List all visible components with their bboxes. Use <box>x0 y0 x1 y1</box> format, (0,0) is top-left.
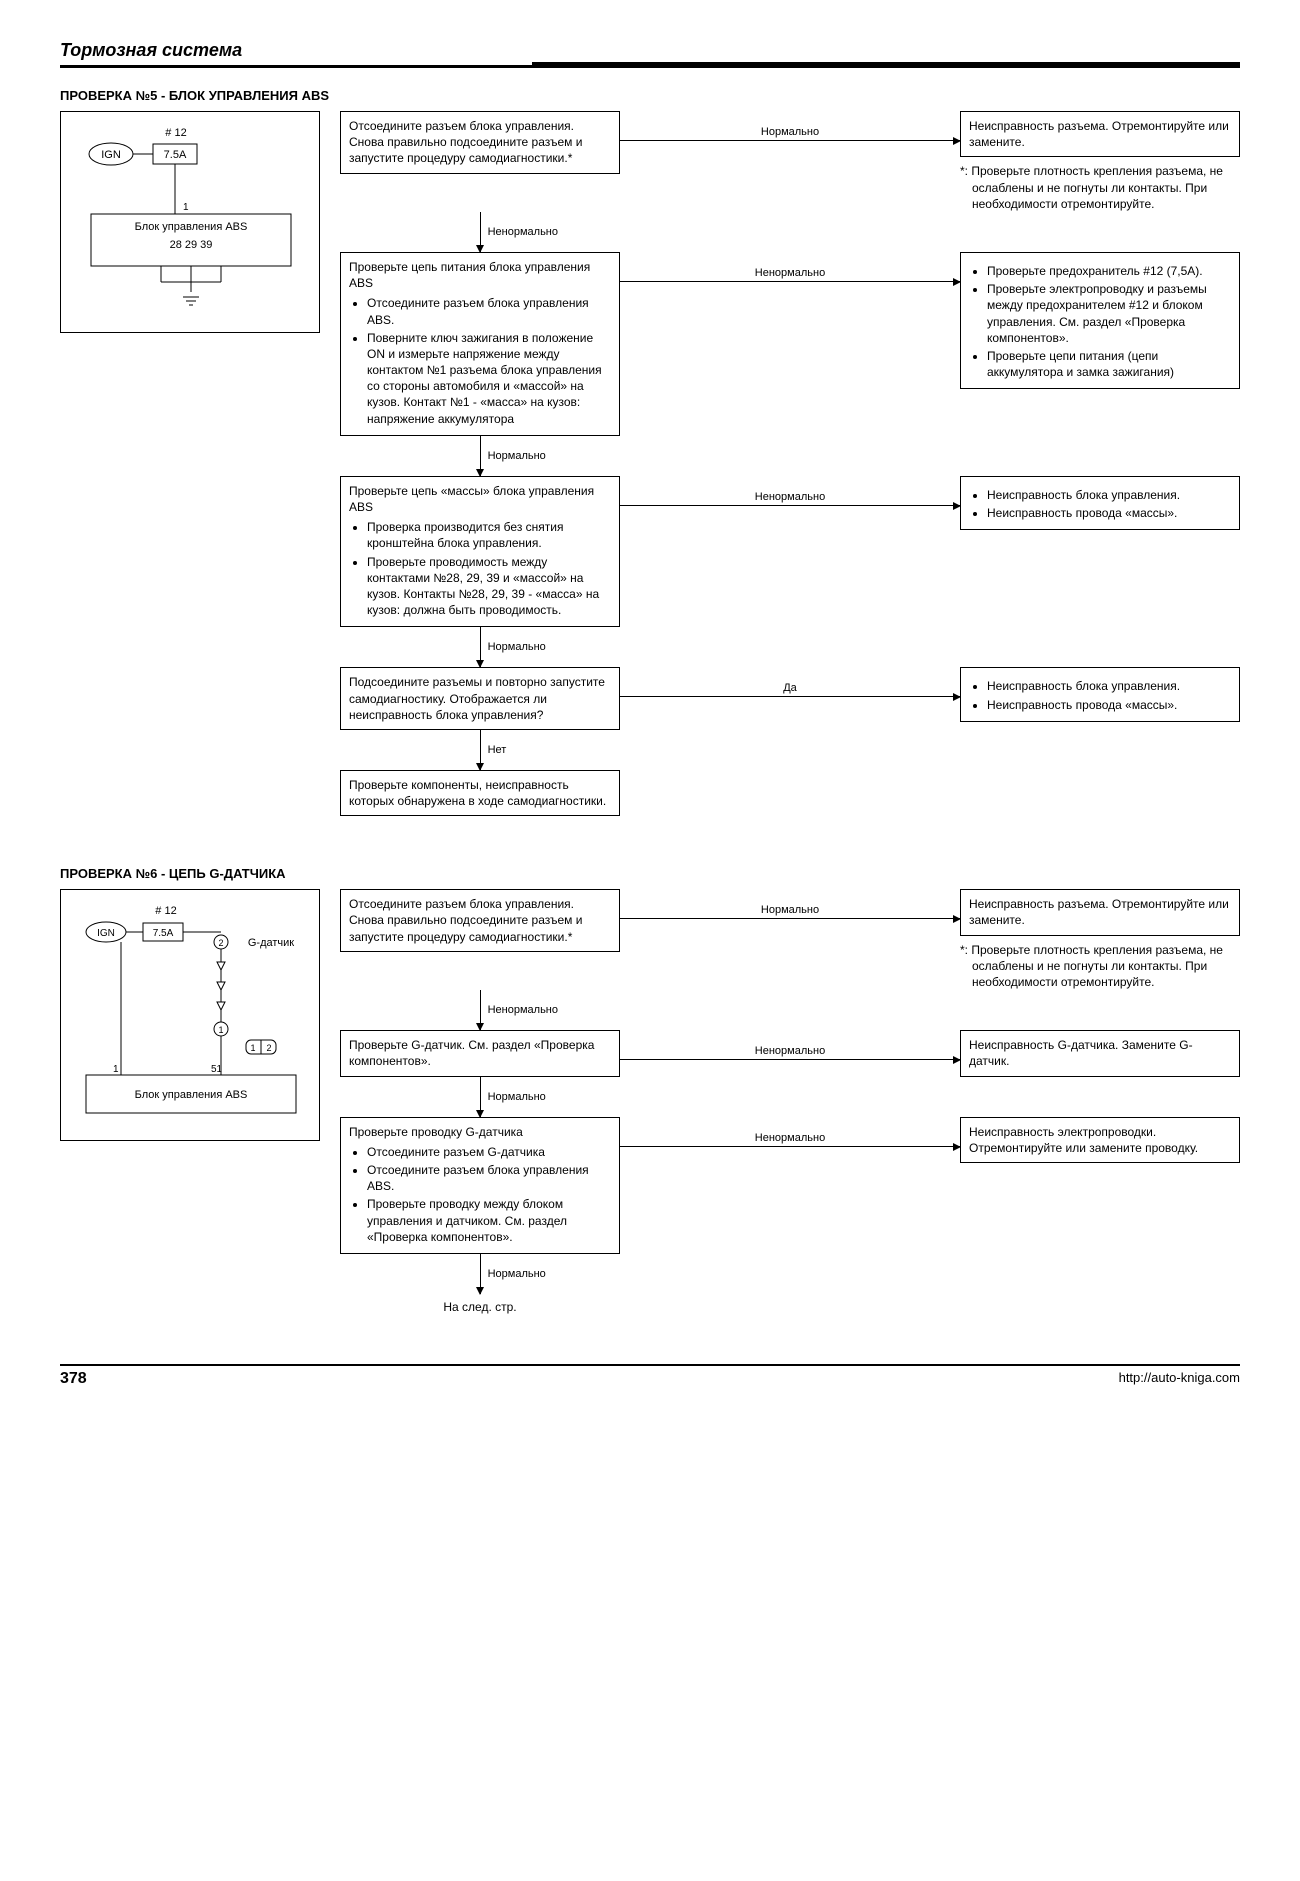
svg-text:Блок управления ABS: Блок управления ABS <box>135 1089 248 1101</box>
svg-text:1: 1 <box>183 202 189 213</box>
h-arrow: Ненормально <box>620 486 960 506</box>
svg-text:# 12: # 12 <box>155 905 176 917</box>
check5-section: # 12 IGN 7.5A 1 Блок управления ABS 28 2… <box>60 111 1240 816</box>
svg-text:1: 1 <box>113 1064 119 1075</box>
v-arrow: Нормально <box>340 1254 620 1294</box>
c5-s4-result: Неисправность блока управления. Неисправ… <box>960 667 1240 721</box>
c5-s5-box: Проверьте компоненты, неисправность кото… <box>340 770 620 816</box>
v-arrow: Нормально <box>340 1077 620 1117</box>
h-arrow: Ненормально <box>620 1040 960 1060</box>
check6-flow: Отсоедините разъем блока управления. Сно… <box>340 889 1240 1314</box>
h-arrow: Нормально <box>620 121 960 141</box>
check6-section: # 12 IGN 7.5A 2 G-датчик 1 1 2 <box>60 889 1240 1314</box>
svg-text:7.5A: 7.5A <box>153 928 174 939</box>
c6-s1-result: Неисправность разъема. Отремонтируйте ил… <box>960 889 1240 935</box>
check5-title: ПРОВЕРКА №5 - БЛОК УПРАВЛЕНИЯ ABS <box>60 88 1240 103</box>
h-arrow: Да <box>620 677 960 697</box>
c5-s2-result: Проверьте предохранитель #12 (7,5А). Про… <box>960 252 1240 389</box>
svg-text:2: 2 <box>218 938 223 948</box>
v-arrow: Нормально <box>340 627 620 667</box>
c6-s3-result: Неисправность электропроводки. Отремонти… <box>960 1117 1240 1163</box>
svg-text:28 29 39: 28 29 39 <box>170 239 213 251</box>
h-arrow: Ненормально <box>620 262 960 282</box>
c5-s3-box: Проверьте цепь «массы» блока управления … <box>340 476 620 628</box>
v-arrow: Нормально <box>340 436 620 476</box>
c5-s3-result: Неисправность блока управления. Неисправ… <box>960 476 1240 530</box>
c5-s2-box: Проверьте цепь питания блока управления … <box>340 252 620 436</box>
c6-s1-box: Отсоедините разъем блока управления. Сно… <box>340 889 620 952</box>
footer-url: http://auto-kniga.com <box>1119 1370 1240 1388</box>
c6-s2-result: Неисправность G-датчика. Замените G-датч… <box>960 1030 1240 1076</box>
page-footer: 378 http://auto-kniga.com <box>60 1364 1240 1388</box>
c5-s1-footnote: *: Проверьте плотность крепления разъема… <box>960 163 1240 212</box>
h-arrow: Ненормально <box>620 1127 960 1147</box>
h-arrow: Нормально <box>620 899 960 919</box>
v-arrow: Нет <box>340 730 620 770</box>
v-arrow: Ненормально <box>340 990 620 1030</box>
check5-flow: Отсоедините разъем блока управления. Сно… <box>340 111 1240 816</box>
page-number: 378 <box>60 1370 87 1388</box>
c6-end: На след. стр. <box>340 1300 620 1314</box>
svg-text:1: 1 <box>250 1043 255 1053</box>
c6-s2-box: Проверьте G-датчик. См. раздел «Проверка… <box>340 1030 620 1076</box>
c5-s1-box: Отсоедините разъем блока управления. Сно… <box>340 111 620 174</box>
svg-text:Блок управления ABS: Блок управления ABS <box>135 221 248 233</box>
c6-s3-box: Проверьте проводку G-датчика Отсоедините… <box>340 1117 620 1254</box>
check6-title: ПРОВЕРКА №6 - ЦЕПЬ G-ДАТЧИКА <box>60 866 1240 881</box>
check5-circuit: # 12 IGN 7.5A 1 Блок управления ABS 28 2… <box>60 111 320 333</box>
c5-s1-result: Неисправность разъема. Отремонтируйте ил… <box>960 111 1240 157</box>
svg-text:51: 51 <box>211 1064 223 1075</box>
v-arrow: Ненормально <box>340 212 620 252</box>
svg-text:# 12: # 12 <box>165 127 186 139</box>
c6-s1-footnote: *: Проверьте плотность крепления разъема… <box>960 942 1240 991</box>
svg-text:1: 1 <box>218 1025 223 1035</box>
page-header: Тормозная система <box>60 40 1240 68</box>
svg-text:IGN: IGN <box>97 928 115 939</box>
svg-text:IGN: IGN <box>101 149 121 161</box>
svg-text:G-датчик: G-датчик <box>248 937 294 949</box>
check6-circuit: # 12 IGN 7.5A 2 G-датчик 1 1 2 <box>60 889 320 1141</box>
c5-s4-box: Подсоедините разъемы и повторно запустит… <box>340 667 620 730</box>
svg-text:2: 2 <box>266 1043 271 1053</box>
svg-text:7.5A: 7.5A <box>164 149 187 161</box>
c5-s2-bullets: Отсоедините разъем блока управления ABS.… <box>367 295 611 427</box>
